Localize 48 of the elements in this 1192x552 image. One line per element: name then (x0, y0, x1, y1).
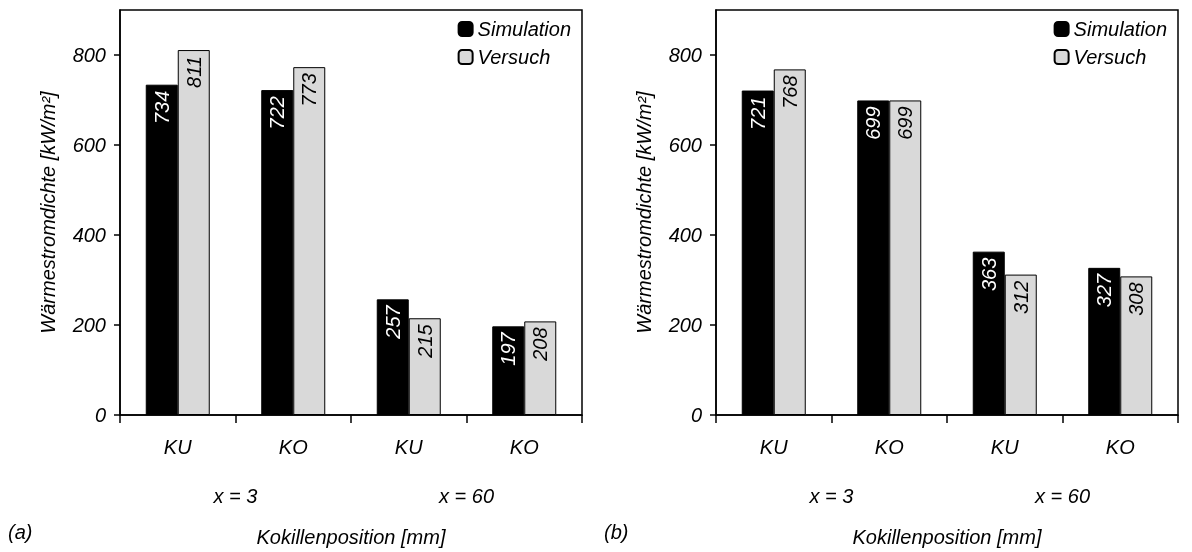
x-tick-label: KO (1105, 436, 1135, 458)
data-label: 208 (529, 327, 552, 362)
data-label: 197 (497, 331, 520, 366)
y-tick-label: 200 (667, 314, 702, 336)
legend-label: Versuch (477, 46, 551, 68)
x-axis-title: Kokillenposition [mm] (852, 526, 1042, 548)
y-tick-label: 200 (71, 314, 106, 336)
data-label: 722 (266, 96, 289, 130)
y-axis-title: Wärmestromdichte [kW/m²] (633, 90, 655, 334)
x-tick-label: KU (163, 436, 193, 458)
x-tick-label: KU (394, 436, 424, 458)
data-label: 721 (746, 96, 769, 130)
data-label: 312 (1009, 280, 1032, 314)
data-label: 811 (182, 56, 205, 88)
legend-label: Simulation (1073, 18, 1168, 40)
y-tick-label: 800 (72, 44, 106, 66)
text: x = 60 (1033, 485, 1091, 507)
data-label: 363 (977, 257, 1000, 292)
data-label: 327 (1093, 272, 1116, 308)
data-label: 773 (298, 73, 321, 107)
x-axis-title: Kokillenposition [mm] (256, 526, 446, 548)
legend-label: Simulation (477, 18, 572, 40)
data-label: 699 (894, 106, 917, 140)
data-label: 768 (778, 75, 801, 109)
legend-label: Versuch (1073, 46, 1147, 68)
data-label: 734 (150, 90, 173, 125)
text: (b) (604, 521, 629, 543)
y-tick-label: 600 (668, 134, 702, 156)
y-axis-title: Wärmestromdichte [kW/m²] (37, 90, 59, 334)
data-label: 308 (1125, 282, 1148, 316)
text: (a) (8, 521, 33, 543)
x-tick-label: KO (278, 436, 308, 458)
text: x = 60 (437, 485, 495, 507)
y-tick-label: 400 (72, 224, 106, 246)
x-tick-label: KU (990, 436, 1020, 458)
x-tick-label: KO (509, 436, 539, 458)
x-tick-label: KO (874, 436, 904, 458)
text: x = 3 (808, 485, 854, 507)
y-tick-label: 800 (668, 44, 702, 66)
data-label: 257 (381, 304, 404, 340)
data-label: 215 (413, 323, 436, 359)
data-label: 699 (862, 106, 885, 140)
x-tick-label: KU (759, 436, 789, 458)
y-tick-label: 600 (72, 134, 106, 156)
text: x = 3 (212, 485, 258, 507)
y-tick-label: 0 (94, 404, 106, 426)
y-tick-label: 0 (690, 404, 702, 426)
y-tick-label: 400 (668, 224, 702, 246)
